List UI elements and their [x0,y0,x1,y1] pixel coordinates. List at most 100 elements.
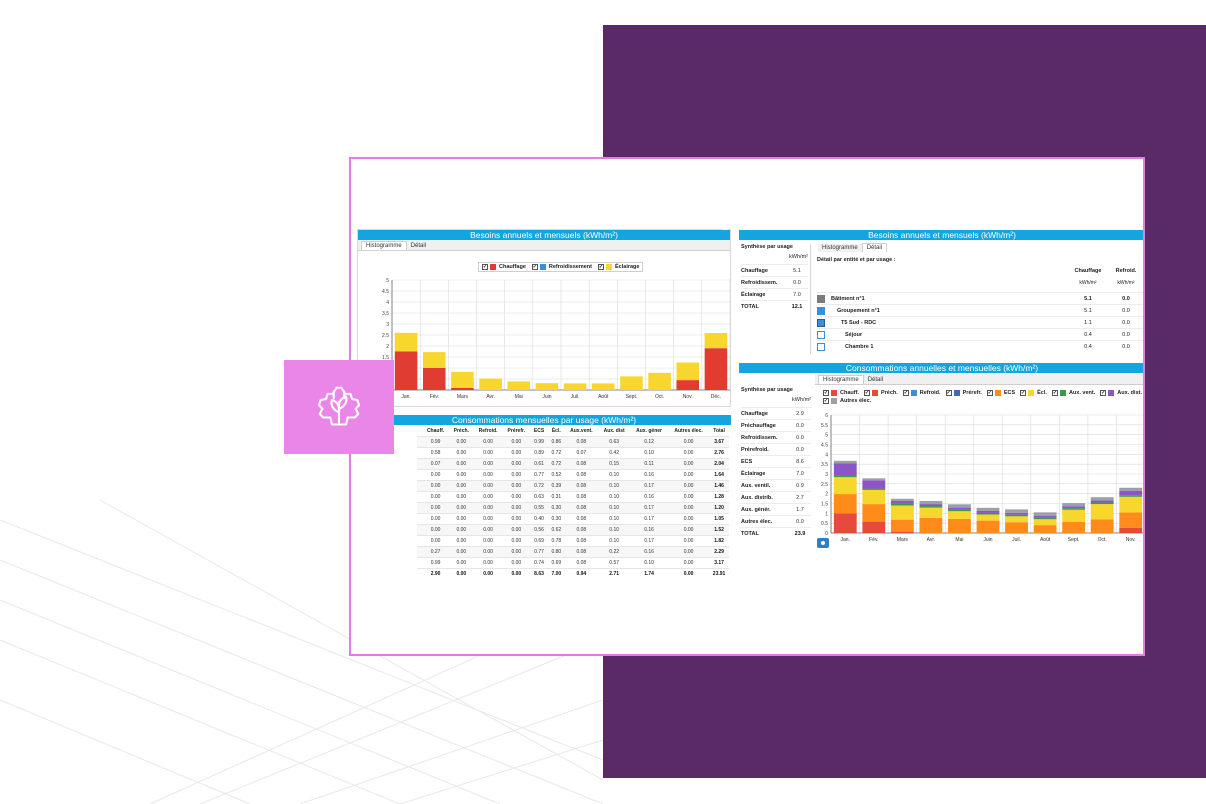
legend-item[interactable]: ✓ Aux. vent. [1051,389,1095,396]
detail-entity-name: T5 Sud - RDC [841,319,877,326]
detail-col-refroid: Refroid. [1115,268,1137,274]
legend-item-eclairage[interactable]: ✓ Éclairage [598,264,639,270]
table-cell: 0.00 [502,457,530,469]
bar-segment [833,513,857,533]
legend-item[interactable]: ✓ Écl. [1020,390,1047,396]
table-row: 0.99 0.00 0.00 0.00 0.74 0.69 0.08 0.57 0.10 0.00… [417,556,729,568]
legend-item[interactable]: ✓ Refroid. [902,389,941,396]
x-tick-label: Mai [955,537,963,543]
legend-item-refroidissement[interactable]: ✓ Refroidissement [531,263,592,270]
right-besoins-title-bar: Besoins annuels et mensuels (kWh/m²) [739,230,1143,240]
table-cell: 1.46 [709,479,729,491]
checkbox-icon[interactable]: ✓ [945,389,952,396]
table-cell: 0.00 [502,501,530,513]
detail-value: 0.0 [1122,331,1130,338]
bar-segment [890,503,914,506]
legend-item[interactable]: ✓ Prérefr. [945,389,982,396]
detail-row[interactable]: Séjour 0.4 0.0 [817,328,1143,340]
synthesis-row: Refroidissem. 0.0 [741,431,811,443]
checkbox-icon[interactable]: ✓ [1020,389,1027,396]
table-cell: 0.00 [668,490,710,502]
bar-segment [862,488,886,490]
table-cell: 0.69 [548,556,565,568]
detail-rows: Bâtiment n°1 5.1 0.0 Groupement n°1 5.1 0.0 T5… [817,292,1143,352]
tab-detail[interactable]: Détail [867,377,884,383]
y-tick-label: 2.5 [821,482,828,488]
table-cell: 0.00 [449,545,474,557]
detail-col-units: kWh/m² kWh/m² [1069,280,1143,286]
left-besoins-title-bar: Besoins annuels et mensuels (kWh/m²) ▔ [358,230,730,240]
detail-row[interactable]: Chambre 1 0.4 0.0 [817,340,1143,352]
checkbox-icon[interactable]: ✓ [902,389,909,396]
legend-item[interactable]: ✓ Autres élec. [823,398,871,404]
table-cell: 0.78 [548,534,565,546]
tab-histogramme[interactable]: Histogramme [818,244,862,252]
detail-row[interactable]: Bâtiment n°1 5.1 0.0 [817,292,1143,304]
table-cell: 7.00 [548,567,565,579]
table-cell: 0.00 [473,501,503,513]
right-conso-title-bar: Consommations annuelles et mensuelles (k… [739,363,1143,373]
y-tick-label: 5.5 [821,423,828,429]
synthesis-label: Chauffage [741,410,768,417]
right-besoins-synthesis: Synthèse par usage kWh/m² Chauffage 5.1 Re… [741,244,811,354]
synthesis-row: Autres élec. 0.0 [741,515,811,527]
x-tick-label: Jan. [841,537,850,543]
table-row: 0.00 0.00 0.00 0.00 0.77 0.52 0.08 0.10 0.16 0.00… [417,468,729,480]
table-cell: 0.17 [630,501,669,513]
checkbox-icon[interactable]: ✓ [1051,389,1058,396]
table-cell: 0.00 [422,479,450,491]
bar-segment [890,500,914,504]
x-tick-label: Août [1040,537,1051,543]
bar-segment [1062,521,1086,533]
tab-detail[interactable]: Détail [861,243,888,252]
table-cell: 1.28 [709,490,729,502]
x-tick-label: Déc. [711,394,721,400]
checkbox-icon[interactable]: ✓ [531,263,538,270]
tab-histogramme[interactable]: Histogramme [361,241,407,250]
checkbox-icon[interactable]: ✓ [823,397,829,404]
legend-item[interactable]: ✓ Préch. [863,389,898,396]
detail-value: 0.0 [1122,295,1130,302]
table-cell: 0.00 [502,523,530,535]
table-cell: 0.08 [564,457,599,469]
tab-detail[interactable]: Détail [410,243,427,249]
bar-segment [976,507,1000,511]
detail-row[interactable]: Groupement n°1 5.1 0.0 [817,304,1143,316]
checkbox-icon[interactable]: ✓ [598,263,604,270]
checkbox-icon[interactable]: ✓ [986,389,993,396]
legend-item[interactable]: ✓ ECS [986,389,1015,396]
legend-item[interactable]: ✓ Aux. dist. [1100,390,1142,396]
camera-icon[interactable] [817,538,829,548]
y-tick-label: 4.5 [382,289,389,295]
bar-segment [1062,506,1086,509]
table-cell: 1.82 [709,534,729,546]
checkbox-icon[interactable]: ✓ [823,389,829,396]
bar-segment [976,514,1000,521]
bar-segment [1119,495,1143,497]
x-tick-label: Oct. [1098,537,1107,543]
synthesis-label: Refroidissem. [741,279,778,286]
legend-item-chauffage[interactable]: ✓ Chauffage [482,264,526,270]
minimize-icon[interactable]: ▔ [723,415,729,422]
synthesis-label: Refroidissem. [741,434,778,441]
synthesis-row: Chauffage 5.1 [741,264,808,276]
minimize-icon[interactable]: ▔ [722,230,728,237]
table-cell: 0.10 [598,479,631,491]
checkbox-icon[interactable]: ✓ [482,263,488,270]
synthesis-label: Aux. ventil. [741,482,771,489]
bar-segment [948,504,971,508]
bar-segment [976,520,1000,533]
detail-value: 5.1 [1084,307,1092,314]
table-cell: 0.08 [564,556,599,568]
checkbox-icon[interactable]: ✓ [1100,389,1107,396]
table-cell: 0.00 [502,545,530,557]
detail-row[interactable]: T5 Sud - RDC 1.1 0.0 [817,316,1143,328]
checkbox-icon[interactable]: ✓ [863,389,870,396]
synthesis-unit: kWh/m² [792,397,811,403]
tab-histogramme[interactable]: Histogramme [818,375,864,384]
table-cell: 0.00 [473,490,503,502]
bar-segment [833,475,857,478]
table-cell: 0.00 [502,490,530,502]
synthesis-label: Aux. génér. [741,506,771,513]
legend-item[interactable]: ✓ Chauff. [823,390,859,396]
